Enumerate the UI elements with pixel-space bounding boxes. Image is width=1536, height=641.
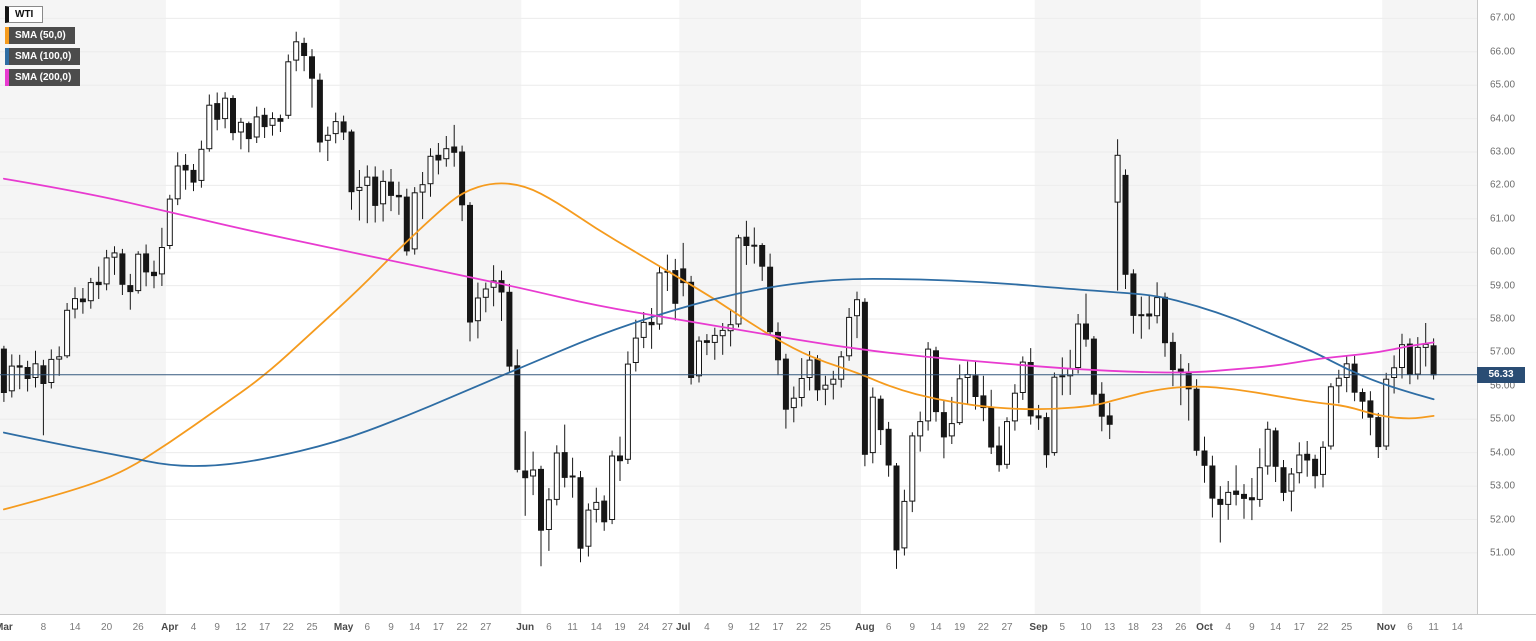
price-label: 53.00 [1490, 480, 1516, 492]
legend-indicator-chip[interactable]: SMA (100,0) [5, 48, 81, 65]
date-label: 26 [132, 622, 144, 633]
date-label: 11 [1428, 622, 1439, 633]
date-label: 5 [1059, 622, 1066, 633]
month-label: Sep [1029, 622, 1048, 633]
date-label: 17 [1293, 622, 1305, 633]
date-label: 22 [282, 622, 294, 633]
date-label: 11 [567, 622, 578, 633]
last-price-badge: 56.33 [1477, 366, 1525, 383]
date-label: 9 [727, 622, 734, 633]
price-label: 67.00 [1490, 12, 1516, 24]
date-label: 18 [1127, 622, 1139, 633]
legend: WTI SMA (50,0) SMA (100,0) SMA (200,0) [5, 6, 81, 90]
candles-series [0, 31, 1437, 569]
date-label: 25 [306, 622, 318, 633]
date-label: 9 [214, 622, 220, 633]
sma50-line [3, 182, 1435, 511]
date-label: 14 [590, 622, 602, 633]
date-label: 23 [1151, 622, 1163, 633]
date-label: 10 [1080, 622, 1092, 633]
date-label: 14 [930, 622, 942, 633]
month-label: Apr [161, 622, 179, 633]
price-label: 60.00 [1490, 246, 1516, 258]
candlestick-plot[interactable] [0, 0, 1477, 614]
date-label: 22 [1317, 622, 1329, 633]
date-label: 12 [748, 622, 760, 633]
month-label: Oct [1196, 622, 1213, 633]
legend-indicator-chip[interactable]: SMA (200,0) [5, 69, 81, 86]
price-label: 56.00 [1490, 380, 1516, 392]
date-label: 27 [1001, 622, 1013, 633]
month-label: Jun [516, 622, 535, 633]
sma100-line [3, 278, 1435, 467]
date-label: 27 [661, 622, 673, 633]
date-label: 20 [101, 622, 113, 633]
date-label: 22 [456, 622, 468, 633]
indicator-legend: SMA (50,0) SMA (100,0) SMA (200,0) [5, 27, 81, 86]
price-label: 57.00 [1490, 346, 1516, 358]
date-label: 27 [480, 622, 492, 633]
date-label: 6 [546, 622, 552, 633]
date-label: 9 [388, 622, 394, 633]
date-label: 26 [1175, 622, 1187, 633]
date-label: 14 [69, 622, 81, 633]
price-label: 59.00 [1490, 280, 1516, 292]
price-label: 62.00 [1490, 179, 1516, 191]
date-label: 25 [1341, 622, 1353, 633]
date-label: 9 [1249, 622, 1255, 633]
date-label: 14 [1270, 622, 1282, 633]
date-label: 17 [432, 622, 444, 633]
price-label: 58.00 [1490, 313, 1516, 325]
date-label: 19 [954, 622, 966, 633]
indicator-label: SMA (100,0) [15, 51, 72, 62]
date-label: 4 [704, 622, 710, 633]
symbol-badge[interactable]: WTI [5, 6, 44, 23]
time-axis[interactable]: Mar 8 14 20 26 Apr 4 9 12 17 22 25 May 6 9 14 17 22 27 Jun 6… [0, 614, 1536, 641]
indicator-label: SMA (200,0) [15, 72, 72, 83]
price-label: 52.00 [1490, 514, 1516, 525]
symbol-label: WTI [15, 9, 34, 20]
month-label: Jul [675, 622, 691, 633]
date-label: 9 [909, 622, 916, 633]
month-label: May [333, 622, 354, 633]
date-label: 19 [614, 622, 626, 633]
date-label: 12 [235, 622, 247, 633]
date-label: 22 [796, 622, 808, 633]
date-label: 8 [40, 622, 47, 633]
month-label: Aug [855, 622, 875, 633]
price-label: 66.00 [1490, 46, 1516, 58]
price-label: 65.00 [1490, 79, 1516, 91]
date-label: 4 [190, 622, 197, 633]
date-label: 6 [1407, 622, 1413, 633]
date-label: 13 [1104, 622, 1116, 633]
date-label: 14 [1451, 622, 1463, 633]
price-label: 61.00 [1490, 213, 1516, 225]
sma-lines [3, 177, 1435, 511]
price-label: 64.00 [1490, 113, 1516, 125]
date-label: 6 [364, 622, 371, 633]
date-label: 25 [819, 622, 831, 633]
legend-indicator-chip[interactable]: SMA (50,0) [5, 27, 75, 44]
date-label: 17 [772, 622, 784, 633]
date-label: 14 [409, 622, 421, 633]
month-band-nov [1382, 0, 1477, 614]
sma200-line [3, 177, 1435, 374]
price-axis[interactable]: 67.00 66.00 65.00 64.00 63.00 62.00 61.00 60.00… [1477, 0, 1536, 614]
date-label: 24 [638, 622, 650, 633]
indicator-label: SMA (50,0) [15, 30, 66, 41]
price-label: 54.00 [1490, 447, 1516, 459]
price-label: 51.00 [1490, 547, 1516, 559]
month-label: Nov [1376, 622, 1396, 633]
price-label: 63.00 [1490, 146, 1516, 158]
price-label: 55.00 [1490, 413, 1516, 425]
month-label: Mar [0, 622, 13, 633]
month-band-may [339, 0, 522, 614]
date-label: 4 [1225, 622, 1231, 633]
date-label: 17 [259, 622, 271, 633]
date-label: 6 [885, 622, 892, 633]
date-label: 22 [977, 622, 989, 633]
month-band-sep [1034, 0, 1201, 614]
month-bands [0, 0, 1477, 614]
